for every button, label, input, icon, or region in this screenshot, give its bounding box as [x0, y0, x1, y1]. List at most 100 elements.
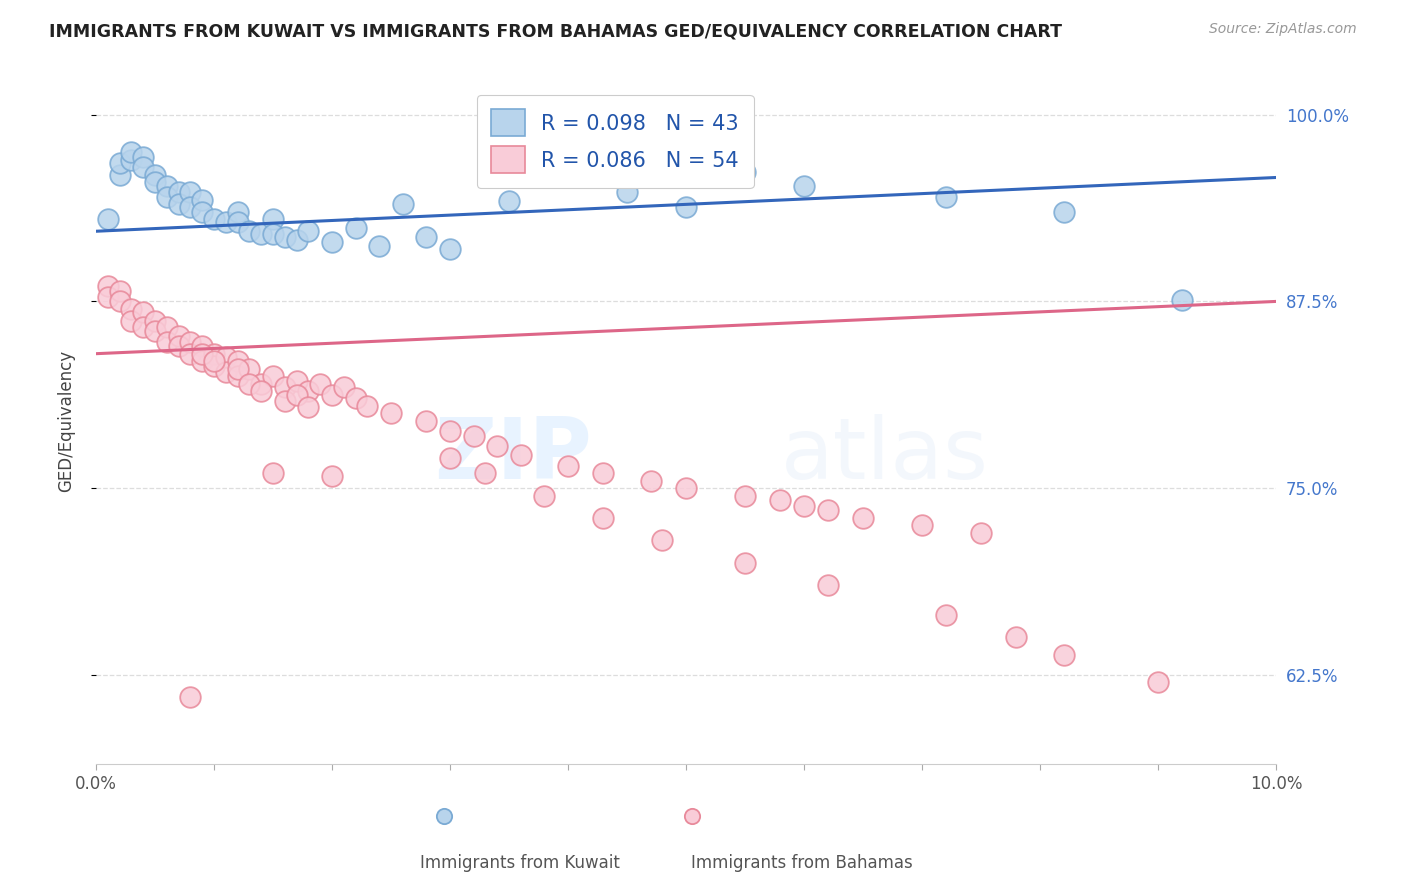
Point — [108, 155, 131, 169]
Point — [285, 388, 308, 402]
Point — [226, 215, 249, 229]
Point — [274, 394, 297, 409]
Point — [202, 212, 225, 227]
Point — [191, 347, 214, 361]
Point — [474, 466, 496, 480]
Text: ZIP: ZIP — [434, 414, 592, 497]
Point — [970, 525, 993, 540]
Point — [215, 215, 238, 229]
Point — [179, 186, 201, 200]
Point — [285, 233, 308, 247]
Point — [509, 448, 531, 462]
Point — [297, 224, 319, 238]
Point — [262, 212, 284, 227]
Text: atlas: atlas — [780, 414, 988, 497]
Point — [108, 294, 131, 309]
Point — [262, 466, 284, 480]
Point — [274, 379, 297, 393]
Point — [557, 458, 579, 473]
Point — [179, 690, 201, 705]
Point — [156, 179, 179, 194]
Point — [120, 145, 142, 160]
Point — [156, 334, 179, 349]
Point — [368, 239, 391, 253]
Point — [156, 190, 179, 204]
Point — [191, 354, 214, 368]
Point — [356, 399, 378, 413]
Point — [191, 193, 214, 207]
Point — [592, 466, 614, 480]
Point — [202, 359, 225, 373]
Point — [156, 319, 179, 334]
Point — [238, 376, 260, 391]
Text: Immigrants from Bahamas: Immigrants from Bahamas — [690, 855, 912, 872]
Point — [226, 204, 249, 219]
Point — [120, 153, 142, 167]
Point — [498, 194, 520, 209]
Point — [734, 489, 756, 503]
Point — [297, 384, 319, 398]
Point — [392, 197, 415, 211]
Point — [215, 350, 238, 364]
Point — [675, 481, 697, 495]
Point — [285, 374, 308, 388]
Point — [132, 150, 155, 164]
Point — [262, 227, 284, 242]
Point — [415, 414, 437, 428]
Y-axis label: GED/Equivalency: GED/Equivalency — [58, 350, 75, 492]
Point — [167, 328, 190, 343]
Point — [911, 518, 934, 533]
Point — [616, 186, 638, 200]
Point — [97, 279, 120, 293]
Point — [463, 429, 485, 443]
Point — [202, 347, 225, 361]
Point — [675, 200, 697, 214]
Point — [238, 224, 260, 238]
Point — [533, 489, 555, 503]
Point — [1005, 631, 1028, 645]
Text: IMMIGRANTS FROM KUWAIT VS IMMIGRANTS FROM BAHAMAS GED/EQUIVALENCY CORRELATION CH: IMMIGRANTS FROM KUWAIT VS IMMIGRANTS FRO… — [49, 22, 1062, 40]
Point — [167, 339, 190, 353]
Point — [935, 190, 957, 204]
Point — [108, 168, 131, 182]
Point — [793, 179, 815, 194]
Point — [557, 170, 579, 185]
Point — [1053, 204, 1076, 219]
Point — [344, 392, 367, 406]
Point — [143, 175, 166, 189]
Point — [120, 301, 142, 316]
Point — [1053, 648, 1076, 663]
Point — [238, 361, 260, 376]
Point — [321, 469, 343, 483]
Point — [439, 242, 461, 256]
Point — [132, 319, 155, 334]
Point — [132, 305, 155, 319]
Point — [250, 227, 273, 242]
Point — [439, 451, 461, 466]
Point — [179, 334, 201, 349]
Point — [439, 425, 461, 439]
Point — [769, 493, 792, 508]
Point — [309, 376, 332, 391]
Point — [817, 503, 839, 517]
Point — [651, 533, 673, 548]
Point — [191, 339, 214, 353]
Point — [226, 361, 249, 376]
Point — [262, 369, 284, 384]
Text: Immigrants from Kuwait: Immigrants from Kuwait — [420, 855, 620, 872]
Legend: R = 0.098   N = 43, R = 0.086   N = 54: R = 0.098 N = 43, R = 0.086 N = 54 — [477, 95, 754, 188]
Point — [935, 607, 957, 622]
Point — [226, 354, 249, 368]
Point — [380, 406, 402, 420]
Point — [734, 556, 756, 570]
Point — [250, 384, 273, 398]
Point — [793, 499, 815, 513]
Point — [226, 369, 249, 384]
Point — [202, 354, 225, 368]
Point — [215, 365, 238, 379]
Point — [179, 347, 201, 361]
Point — [179, 200, 201, 214]
Point — [120, 314, 142, 328]
Point — [97, 212, 120, 227]
Point — [321, 235, 343, 249]
